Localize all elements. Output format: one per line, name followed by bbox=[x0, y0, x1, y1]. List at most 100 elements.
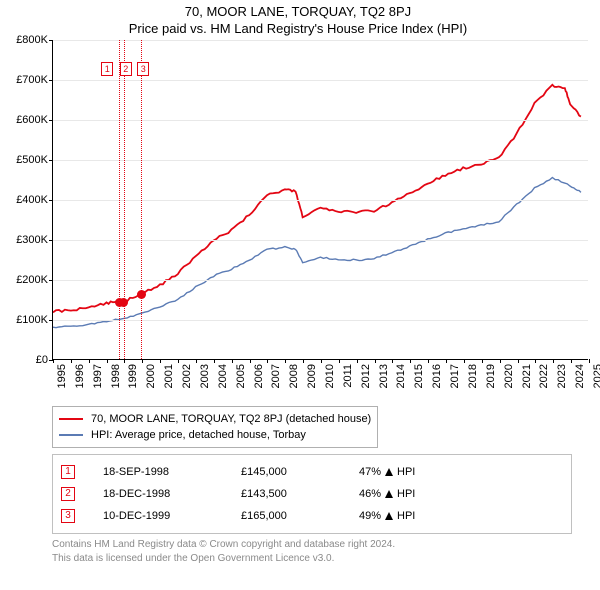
y-axis-label: £600K bbox=[16, 114, 48, 126]
legend-box: 70, MOOR LANE, TORQUAY, TQ2 8PJ (detache… bbox=[52, 406, 378, 448]
x-axis-label: 2014 bbox=[395, 364, 407, 388]
gridline-h bbox=[53, 240, 588, 241]
x-axis-label: 2004 bbox=[217, 364, 229, 388]
x-axis-label: 2011 bbox=[342, 364, 354, 388]
footer-line-2: This data is licensed under the Open Gov… bbox=[52, 552, 586, 566]
sale-index-box: 1 bbox=[101, 62, 113, 76]
sale-pct: 46% bbox=[359, 488, 381, 500]
sale-hpi-label: HPI bbox=[397, 510, 415, 522]
x-axis-label: 2020 bbox=[503, 364, 515, 388]
x-axis-label: 2023 bbox=[556, 364, 568, 388]
gridline-h bbox=[53, 80, 588, 81]
x-axis-label: 2002 bbox=[181, 364, 193, 388]
sale-row: 3 10-DEC-1999 £165,000 49% HPI bbox=[61, 505, 563, 527]
y-tick bbox=[49, 80, 53, 81]
gridline-h bbox=[53, 40, 588, 41]
y-tick bbox=[49, 320, 53, 321]
chart-titles: 70, MOOR LANE, TORQUAY, TQ2 8PJ Price pa… bbox=[6, 4, 590, 36]
legend-label: 70, MOOR LANE, TORQUAY, TQ2 8PJ (detache… bbox=[91, 413, 371, 425]
x-axis-label: 2015 bbox=[413, 364, 425, 388]
gridline-h bbox=[53, 160, 588, 161]
arrow-up-icon bbox=[385, 468, 393, 476]
sale-price: £143,500 bbox=[241, 488, 331, 500]
sale-vline bbox=[141, 40, 142, 359]
x-axis-label: 2018 bbox=[467, 364, 479, 388]
x-axis-label: 1997 bbox=[92, 364, 104, 388]
footer-attribution: Contains HM Land Registry data © Crown c… bbox=[52, 538, 586, 565]
sale-index-box: 3 bbox=[137, 62, 149, 76]
gridline-h bbox=[53, 120, 588, 121]
sale-row: 2 18-DEC-1998 £143,500 46% HPI bbox=[61, 483, 563, 505]
sale-marker bbox=[137, 290, 146, 299]
series-line bbox=[53, 85, 581, 313]
sale-hpi-delta: 49% HPI bbox=[359, 510, 415, 522]
y-axis-label: £400K bbox=[16, 194, 48, 206]
x-axis-label: 2008 bbox=[288, 364, 300, 388]
y-tick bbox=[49, 280, 53, 281]
y-tick bbox=[49, 40, 53, 41]
gridline-h bbox=[53, 280, 588, 281]
x-axis-label: 2013 bbox=[378, 364, 390, 388]
x-axis-label: 1996 bbox=[74, 364, 86, 388]
chart-area: £0£100K£200K£300K£400K£500K£600K£700K£80… bbox=[6, 40, 590, 400]
x-axis-label: 2024 bbox=[574, 364, 586, 388]
y-axis: £0£100K£200K£300K£400K£500K£600K£700K£80… bbox=[6, 40, 52, 360]
x-axis-label: 2022 bbox=[538, 364, 550, 388]
y-axis-label: £200K bbox=[16, 274, 48, 286]
x-axis-label: 2012 bbox=[360, 364, 372, 388]
arrow-up-icon bbox=[385, 512, 393, 520]
sale-hpi-label: HPI bbox=[397, 488, 415, 500]
x-axis-label: 2016 bbox=[431, 364, 443, 388]
x-axis-label: 2007 bbox=[270, 364, 282, 388]
y-axis-label: £800K bbox=[16, 34, 48, 46]
sale-index-box: 2 bbox=[120, 62, 132, 76]
footer-line-1: Contains HM Land Registry data © Crown c… bbox=[52, 538, 586, 552]
x-axis: 1995199619971998199920002001200220032004… bbox=[52, 362, 588, 400]
y-axis-label: £700K bbox=[16, 74, 48, 86]
legend-label: HPI: Average price, detached house, Torb… bbox=[91, 429, 306, 441]
sale-price: £165,000 bbox=[241, 510, 331, 522]
sale-hpi-delta: 46% HPI bbox=[359, 488, 415, 500]
y-tick bbox=[49, 240, 53, 241]
y-axis-label: £0 bbox=[36, 354, 48, 366]
y-axis-label: £100K bbox=[16, 314, 48, 326]
sales-table: 118-SEP-1998£145,00047%HPI218-DEC-1998£1… bbox=[52, 454, 572, 534]
sale-pct: 47% bbox=[359, 466, 381, 478]
plot-area: 123 bbox=[52, 40, 588, 360]
x-axis-label: 1998 bbox=[110, 364, 122, 388]
y-tick bbox=[49, 120, 53, 121]
sale-vline bbox=[119, 40, 120, 359]
sale-pct: 49% bbox=[359, 510, 381, 522]
sale-row-index-box: 2 bbox=[61, 487, 75, 501]
chart-title-sub: Price paid vs. HM Land Registry's House … bbox=[6, 21, 590, 36]
sale-row-index-box: 3 bbox=[61, 509, 75, 523]
sale-date: 10-DEC-1999 bbox=[103, 510, 213, 522]
x-axis-label: 2000 bbox=[145, 364, 157, 388]
sale-row-index-box: 1 bbox=[61, 465, 75, 479]
legend-swatch bbox=[59, 418, 83, 420]
arrow-up-icon bbox=[385, 490, 393, 498]
sale-date: 18-DEC-1998 bbox=[103, 488, 213, 500]
legend-row: HPI: Average price, detached house, Torb… bbox=[59, 427, 371, 443]
gridline-h bbox=[53, 320, 588, 321]
y-tick bbox=[49, 200, 53, 201]
x-axis-label: 2001 bbox=[163, 364, 175, 388]
x-axis-label: 2010 bbox=[324, 364, 336, 388]
sale-vline bbox=[124, 40, 125, 359]
x-tick bbox=[589, 359, 590, 363]
x-axis-label: 2005 bbox=[235, 364, 247, 388]
sale-hpi-label: HPI bbox=[397, 466, 415, 478]
sale-row: 118-SEP-1998£145,00047%HPI bbox=[61, 461, 563, 483]
sale-hpi-delta: 47% HPI bbox=[359, 466, 415, 478]
y-axis-label: £500K bbox=[16, 154, 48, 166]
sale-price: £145,000 bbox=[241, 466, 331, 478]
x-axis-label: 2025 bbox=[592, 364, 600, 388]
y-tick bbox=[49, 160, 53, 161]
x-axis-label: 2009 bbox=[306, 364, 318, 388]
x-axis-label: 2006 bbox=[253, 364, 265, 388]
x-axis-label: 1995 bbox=[56, 364, 68, 388]
x-axis-label: 2017 bbox=[449, 364, 461, 388]
x-axis-label: 2019 bbox=[485, 364, 497, 388]
legend-row: 70, MOOR LANE, TORQUAY, TQ2 8PJ (detache… bbox=[59, 411, 371, 427]
legend-swatch bbox=[59, 434, 83, 436]
